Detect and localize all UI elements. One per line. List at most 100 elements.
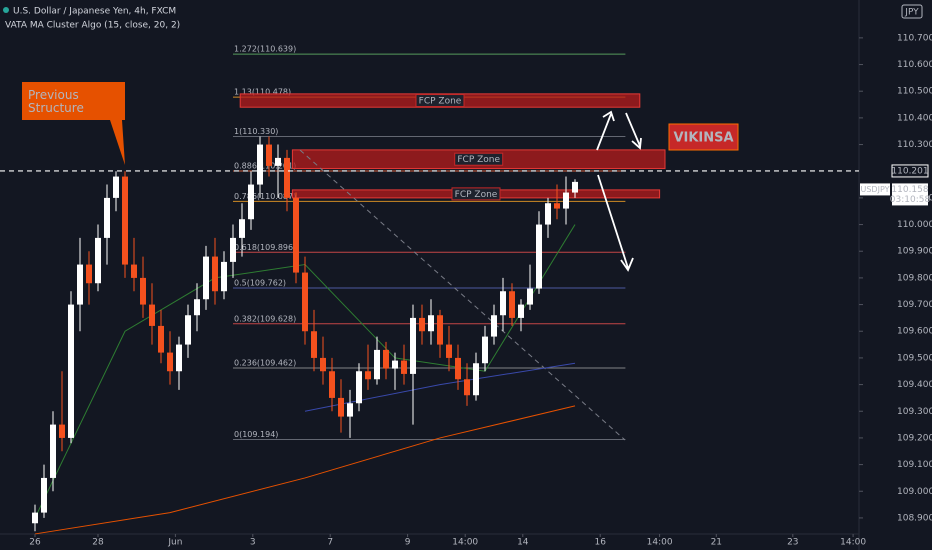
subtitle: VATA MA Cluster Algo (15, close, 20, 2) <box>5 21 180 31</box>
fib-label: 1.272(110.639) <box>234 45 296 54</box>
candle-body <box>500 291 506 316</box>
candle-body <box>32 512 38 524</box>
arrows <box>596 110 642 272</box>
candle-body <box>131 264 137 278</box>
x-tick-label: 14:00 <box>452 538 478 548</box>
x-tick-label: 14:00 <box>840 538 866 548</box>
fcp-label-box <box>415 94 465 108</box>
y-tick-label: 109.900 <box>897 247 932 257</box>
y-tick-label: 109.100 <box>897 460 932 470</box>
candle-body <box>365 371 371 380</box>
trend-line <box>299 149 626 441</box>
candle-body <box>275 157 281 166</box>
plot <box>32 136 578 535</box>
candle-body <box>527 288 533 305</box>
arrow-down-short <box>625 112 642 150</box>
y-tick-label: 110.400 <box>897 113 932 123</box>
fcp-label: FCP Zone <box>419 97 462 107</box>
candle-body <box>248 184 254 220</box>
candle-body <box>257 144 263 185</box>
arrow-down <box>597 174 634 272</box>
candle-body <box>41 477 47 513</box>
candle-body <box>455 357 461 380</box>
fcp-label-box <box>454 152 504 166</box>
candle-body <box>311 331 317 358</box>
candle-body <box>50 424 56 478</box>
candle-body <box>572 181 578 193</box>
candle-body <box>284 157 290 198</box>
x-tick-label: 23 <box>787 538 798 548</box>
candle-body <box>176 344 182 372</box>
candle-body <box>95 237 101 284</box>
candle-body <box>266 144 272 166</box>
candle-body <box>320 357 326 372</box>
ma-line <box>34 405 576 535</box>
candle-body <box>374 349 380 380</box>
x-tick-label: 9 <box>405 538 411 548</box>
currency-box[interactable] <box>901 4 923 19</box>
candle-body <box>491 315 497 337</box>
x-tick-label: 7 <box>327 538 333 548</box>
candle-body <box>518 304 524 318</box>
candle-body <box>356 371 362 404</box>
candle-body <box>122 176 128 265</box>
candle-body <box>554 203 560 209</box>
x-tick-label: 14 <box>517 538 529 548</box>
last-price-label: 110.158 <box>891 185 928 195</box>
candle-body <box>473 363 479 396</box>
candle-body <box>419 317 425 332</box>
structure-label: Previous Structure <box>28 88 84 115</box>
status-dot <box>3 7 9 13</box>
fcp-label-box <box>451 187 501 201</box>
fib-label: 1.13(110.478) <box>234 88 291 97</box>
price-tag <box>891 164 929 178</box>
y-tick-label: 109.500 <box>897 353 932 363</box>
currency[interactable]: JPY <box>904 8 919 18</box>
fcp-label: FCP Zone <box>455 190 498 200</box>
structure-line: Previous <box>28 88 79 102</box>
fcp-label: FCP Zone <box>457 155 500 165</box>
structure-callout <box>22 82 125 165</box>
candle-body <box>536 224 542 289</box>
candle-body <box>482 336 488 364</box>
x-tick-label: 16 <box>594 538 606 548</box>
y-tick-label: 110.600 <box>897 60 932 70</box>
countdown: 03:10:58 <box>890 195 931 205</box>
fib-label: 0.886(110.201) <box>234 161 296 170</box>
y-tick-label: 110.000 <box>897 220 932 230</box>
candle-body <box>446 344 452 358</box>
y-tick-label: 108.900 <box>897 513 932 523</box>
candle-body <box>86 264 92 284</box>
candle-body <box>293 197 299 273</box>
candle-body <box>149 304 155 326</box>
x-tick-label: 14:00 <box>647 538 673 548</box>
symbol-tag <box>860 183 890 196</box>
fib-label: 0.786(110.087) <box>234 192 296 201</box>
candle-body <box>563 192 569 209</box>
candle-body <box>239 219 245 238</box>
candle-body <box>113 176 119 198</box>
candle-body <box>167 352 173 372</box>
candle-body <box>410 317 416 374</box>
title: U.S. Dollar / Japanese Yen, 4h, FXCM <box>13 7 176 17</box>
candle-body <box>194 299 200 316</box>
candle-body <box>392 360 398 369</box>
candle-body <box>338 397 344 417</box>
y-tick-label: 109.400 <box>897 380 932 390</box>
x-tick-label: 21 <box>711 538 722 548</box>
x-tick-label: 26 <box>29 538 41 548</box>
candle-body <box>464 379 470 396</box>
symbol-label: USDJPY <box>861 185 890 194</box>
brand-box <box>668 123 739 151</box>
x-tick-label: 28 <box>92 538 104 548</box>
candle-body <box>104 197 110 238</box>
y-tick-label: 110.300 <box>897 140 932 150</box>
y-tick-label: 110.700 <box>897 33 932 43</box>
x-tick-label: 3 <box>250 538 256 548</box>
candle-body <box>158 325 164 353</box>
candle-body <box>509 291 515 318</box>
fib-label: 0.382(109.628) <box>234 314 296 323</box>
fib-label: 0.618(109.896) <box>234 243 296 252</box>
candle-body <box>401 360 407 374</box>
